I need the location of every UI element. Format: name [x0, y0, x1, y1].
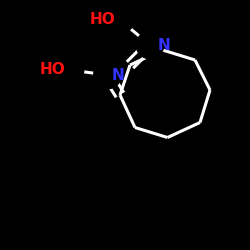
Text: N: N: [158, 38, 170, 52]
Text: HO: HO: [89, 12, 115, 28]
Circle shape: [136, 31, 164, 59]
Circle shape: [94, 61, 121, 89]
Circle shape: [106, 6, 134, 34]
Text: HO: HO: [39, 62, 65, 78]
Text: N: N: [111, 68, 124, 82]
Circle shape: [56, 56, 84, 84]
